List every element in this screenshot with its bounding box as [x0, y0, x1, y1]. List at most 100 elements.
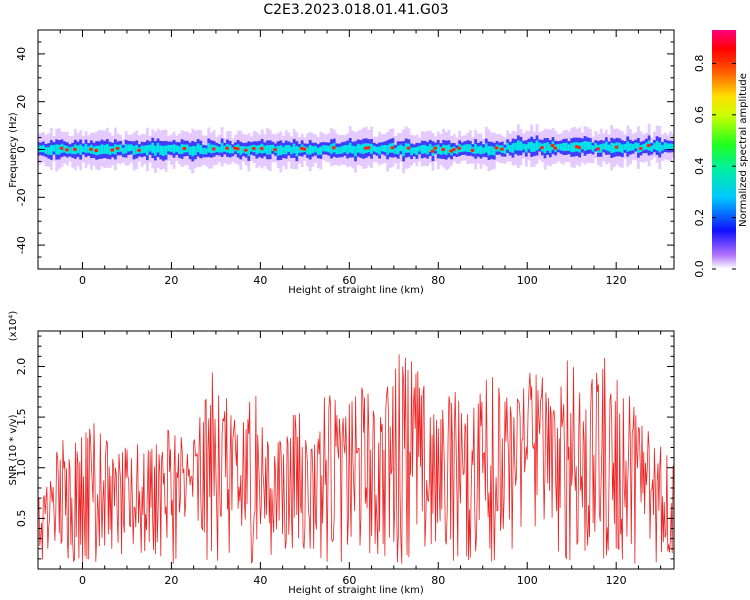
spectrogram-core-cell — [324, 145, 328, 152]
spectrogram-core-cell — [204, 148, 208, 155]
spectrogram-core-cell — [63, 145, 67, 153]
spectrogram-core-cell — [514, 142, 518, 151]
spectrogram-core-cell — [567, 144, 571, 151]
spectrogram-peak — [441, 147, 447, 152]
spectrogram-peak — [499, 147, 505, 151]
spectrogram-peak — [182, 146, 188, 151]
spectrogram-core-cell — [143, 145, 147, 153]
spectrogram-core-cell — [199, 144, 203, 154]
spectrogram-x-axis-label: Height of straight line (km) — [288, 285, 424, 296]
spectrogram-peak — [211, 147, 217, 151]
spectrogram-peak — [406, 146, 412, 150]
spectrogram-core-cell — [543, 142, 547, 154]
spectrogram-core-cell — [583, 140, 587, 151]
spectrogram-core-cell — [218, 146, 221, 153]
spectrogram-core-cell — [223, 145, 227, 152]
spectrogram-core-cell — [468, 144, 472, 153]
spectrogram-y-ticks: -40 -20 0 20 40 — [15, 29, 674, 270]
spectrogram-core-cell — [231, 147, 235, 154]
spectrogram-core-cell — [490, 146, 494, 155]
spectrogram-core-cell — [666, 143, 670, 150]
spectrogram-core-cell — [356, 143, 360, 153]
spectrogram-peak — [366, 146, 372, 150]
spectrogram-peak — [110, 148, 116, 152]
spectrogram-core-cell — [191, 145, 195, 157]
colorbar-ticks: 0.0 0.2 0.4 0.6 0.8 — [693, 55, 736, 278]
x-tick-label: 40 — [253, 274, 267, 287]
spectrogram-core-cell — [613, 143, 616, 153]
spectrogram-core-cell — [178, 146, 181, 155]
spectrogram-core-cell — [170, 144, 173, 152]
spectrogram-peak — [331, 146, 337, 150]
spectrogram-peak — [88, 147, 94, 151]
spectrogram-core-cell — [623, 143, 627, 150]
spectrogram-core-cell — [508, 145, 512, 153]
spectrogram-core-cell — [359, 144, 363, 154]
spectrogram-band — [38, 123, 674, 174]
y-tick-label: 2.0 — [15, 358, 28, 376]
spectrogram-core-cell — [396, 145, 400, 155]
spectrogram-core-cell — [402, 146, 405, 157]
colorbar-label: Normalized spectral amplitude — [738, 73, 749, 227]
spectrogram-core-cell — [362, 143, 365, 154]
spectrogram-core-cell — [346, 144, 349, 155]
spectrogram-core-cell — [492, 146, 496, 156]
spectrogram-peak — [494, 146, 500, 150]
spectrogram-core-cell — [84, 143, 88, 153]
spectrogram-core-cell — [572, 142, 576, 152]
spectrogram-core-cell — [164, 145, 168, 156]
spectrogram-core-cell — [562, 142, 566, 152]
spectrogram-core-cell — [607, 144, 611, 152]
spectrogram-core-cell — [487, 146, 491, 156]
spectrogram-core-cell — [151, 142, 155, 154]
x-tick-label: 0 — [79, 274, 86, 287]
spectrogram-core-cell — [423, 144, 427, 154]
spectrogram-core-cell — [81, 146, 85, 152]
spectrogram-core-cell — [650, 145, 654, 152]
spectrogram-core-cell — [44, 147, 48, 154]
snr-y-multiplier: (x10⁴) — [8, 311, 19, 342]
spectrogram-core-cell — [172, 144, 176, 154]
spectrogram-y-axis-label: Frequency (Hz) — [8, 112, 19, 188]
spectrogram-core-cell — [327, 145, 331, 153]
spectrogram-core-cell — [52, 145, 56, 152]
spectrogram-core-cell — [49, 144, 53, 155]
spectrogram-peak — [115, 146, 121, 151]
spectrogram-core-cell — [71, 146, 75, 155]
spectrogram-core-cell — [103, 145, 107, 154]
snr-y-ticks: 0.5 1.0 1.5 2.0 — [15, 335, 674, 570]
spectrogram-core-cell — [55, 144, 59, 155]
colorbar: 0.0 0.2 0.4 0.6 0.8 Normalized spectral ampl… — [693, 30, 749, 278]
snr-x-axis-label: Height of straight line (km) — [288, 585, 424, 596]
y-tick-label: -40 — [15, 236, 28, 254]
spectrogram-core-cell — [242, 146, 245, 153]
spectrogram-core-cell — [466, 144, 470, 153]
spectrogram-core-cell — [127, 144, 131, 152]
spectrogram-core-cell — [175, 145, 179, 152]
spectrogram-core-cell — [602, 143, 606, 150]
spectrogram-core-cell — [404, 143, 408, 153]
x-tick-label: 0 — [79, 574, 86, 587]
spectrogram-core-cell — [196, 143, 200, 153]
spectrogram-core-cell — [428, 143, 432, 153]
spectrogram-core-cell — [524, 144, 528, 153]
spectrogram-core-cell — [194, 146, 197, 156]
spectrogram-core-cell — [394, 147, 397, 155]
spectrogram-core-cell — [100, 144, 104, 155]
x-tick-label: 100 — [517, 574, 538, 587]
spectrogram-peak — [94, 148, 100, 153]
spectrogram-peak — [539, 145, 545, 150]
spectrogram-core-cell — [113, 144, 117, 155]
colorbar-gradient — [712, 30, 736, 269]
spectrogram-core-cell — [420, 145, 424, 154]
snr-y-axis-label: SNR (10 * v/v) — [8, 414, 19, 485]
spectrogram-core-cell — [460, 145, 464, 152]
spectrogram-peak — [390, 146, 396, 150]
spectrogram-core-cell — [586, 141, 590, 150]
x-tick-label: 80 — [431, 574, 445, 587]
spectrogram-core-cell — [322, 145, 325, 152]
spectrogram-peak — [646, 143, 652, 148]
spectrogram-core-cell — [271, 144, 275, 151]
spectrogram-peak — [72, 147, 78, 151]
